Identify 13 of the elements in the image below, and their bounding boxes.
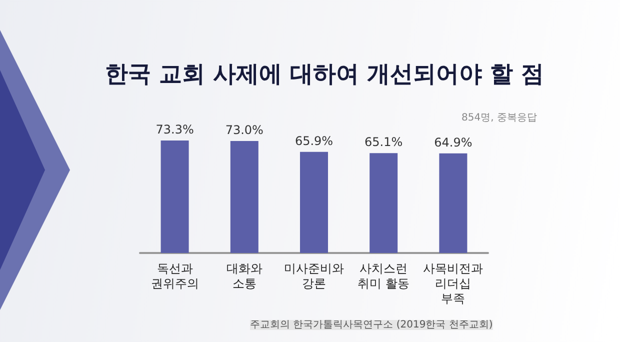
x-tick-label: 사목비전과 리더십 부족 — [423, 262, 484, 306]
text: 주교회의 한국가톨릭사목연구소 (2019한국 천주교회) — [250, 320, 493, 330]
data-label: 65.1% — [364, 135, 403, 150]
chart-subtitle: 854명, 중복응답 — [462, 112, 538, 124]
data-label: 65.9% — [294, 134, 334, 148]
data-label: 73.3% — [156, 122, 194, 136]
x-tick-label: 독선과 권위주의 — [150, 262, 199, 290]
x-tick-label: 사치스런 취미 활동 — [358, 262, 410, 290]
chart-title: 한국 교회 사제에 대하여 개선되어야 할 점 — [105, 62, 544, 88]
data-label: 73.0% — [225, 122, 264, 137]
data-label: 64.9% — [434, 135, 472, 150]
x-tick-label: 미사준비와 강론 — [284, 262, 344, 290]
x-tick-label: 대화와 소통 — [226, 262, 262, 290]
